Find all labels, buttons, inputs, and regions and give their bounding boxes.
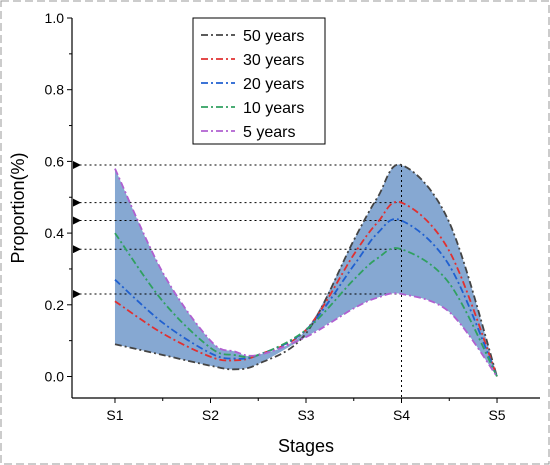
x-axis-title: Stages [278, 436, 334, 456]
y-tick-label-0: 0.0 [45, 368, 65, 384]
legend-label-30-years: 30 years [243, 52, 304, 69]
legend-label-10-years: 10 years [243, 100, 304, 117]
x-tick-label-s1: S1 [106, 407, 123, 423]
y-tick-label-2: 0.4 [45, 225, 65, 241]
x-tick-label-s4: S4 [393, 407, 410, 423]
x-tick-label-s2: S2 [202, 407, 219, 423]
series-line-10-years [114, 232, 498, 377]
y-tick-label-1: 0.2 [45, 297, 65, 313]
legend-label-20-years: 20 years [243, 76, 304, 93]
y-tick-label-3: 0.6 [45, 153, 65, 169]
envelope-band [114, 164, 498, 377]
y-tick-label-4: 0.8 [45, 82, 65, 98]
series-line-30-years [114, 200, 498, 377]
x-tick-label-s5: S5 [488, 407, 505, 423]
legend-label-5-years: 5 years [243, 124, 295, 141]
x-tick-label-s3: S3 [297, 407, 314, 423]
legend-box [192, 17, 326, 145]
series-line-5-years [114, 168, 498, 378]
series-line-20-years [114, 218, 498, 377]
y-axis-title: Proportion(%) [8, 152, 28, 263]
legend-label-50-years: 50 years [243, 28, 304, 45]
y-tick-label-5: 1.0 [45, 10, 65, 26]
